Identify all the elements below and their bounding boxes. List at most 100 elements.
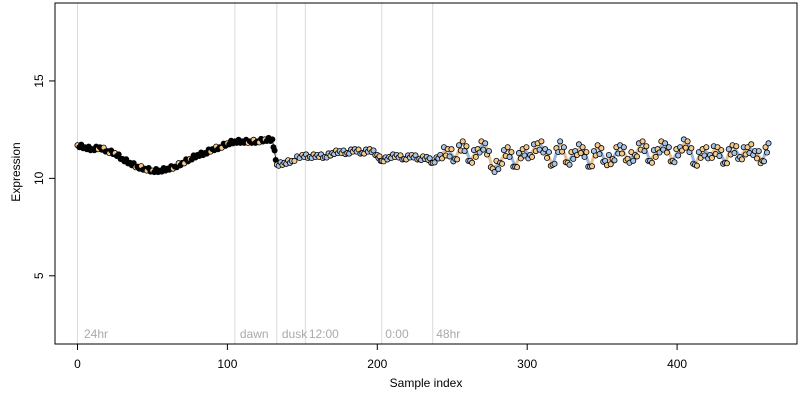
data-point-273	[581, 153, 588, 160]
data-point-215	[472, 153, 479, 160]
data-point-257	[551, 160, 558, 167]
data-point-301	[633, 153, 640, 160]
data-point-104	[269, 136, 276, 143]
data-point-262	[560, 144, 567, 151]
data-point-289	[611, 157, 618, 164]
data-point-345	[716, 152, 723, 159]
data-point-209	[461, 148, 468, 155]
data-point-274	[583, 149, 590, 156]
data-point-267	[570, 155, 577, 162]
annotation-3: 12:00	[309, 327, 339, 341]
data-point-365	[753, 155, 760, 162]
data-point-206	[455, 142, 462, 149]
data-point-254	[545, 149, 552, 156]
data-point-369	[761, 158, 768, 165]
x-axis: 0 100 200 300 400	[74, 343, 687, 371]
y-tick-label-2: 15	[32, 74, 46, 88]
data-point-117	[291, 157, 298, 164]
data-point-372	[765, 140, 772, 147]
data-point-193	[431, 159, 438, 166]
time-annotations: 24hr dawn dusk 12:00 0:00 48hr	[84, 327, 460, 341]
x-tick-label-3: 300	[517, 357, 537, 371]
data-point-210	[463, 143, 470, 150]
data-point-238	[515, 150, 522, 157]
data-point-286	[605, 151, 612, 158]
data-point-321	[671, 159, 678, 166]
data-point-106	[271, 147, 278, 154]
annotation-5: 48hr	[436, 327, 460, 341]
data-point-306	[643, 143, 650, 150]
data-point-357	[738, 156, 745, 163]
data-point-366	[755, 148, 762, 155]
data-point-323	[675, 152, 682, 159]
data-point-233	[506, 153, 513, 160]
data-point-282	[598, 145, 605, 152]
annotation-2: dusk	[282, 327, 308, 341]
data-point-281	[596, 151, 603, 158]
data-point-304	[639, 138, 646, 145]
data-point-208	[459, 138, 466, 145]
y-tick-label-0: 5	[32, 272, 46, 279]
data-point-227	[495, 166, 502, 173]
data-point-309	[648, 159, 655, 166]
data-point-371	[764, 149, 771, 156]
data-point-353	[731, 150, 738, 157]
vertical-reference-lines	[76, 3, 434, 344]
data-point-294	[620, 144, 627, 151]
data-point-201	[446, 153, 453, 160]
data-point-328	[684, 138, 691, 145]
data-point-318	[665, 144, 672, 151]
data-point-245	[529, 153, 536, 160]
data-point-341	[708, 154, 715, 161]
data-point-250	[538, 138, 545, 145]
data-point-293	[618, 150, 625, 157]
annotation-1: dawn	[240, 327, 269, 341]
x-tick-label-4: 400	[667, 357, 687, 371]
y-tick-label-1: 10	[32, 171, 46, 185]
y-axis: 5 10 15	[32, 74, 56, 279]
data-point-333	[693, 162, 700, 169]
data-point-370	[762, 144, 769, 151]
data-point-272	[579, 144, 586, 151]
data-point-242	[523, 144, 530, 151]
data-point-232	[504, 144, 511, 151]
x-tick-label-1: 100	[217, 357, 237, 371]
data-point-107	[272, 156, 279, 163]
data-point-330	[688, 145, 695, 152]
data-point-349	[723, 160, 730, 167]
data-point-271	[577, 150, 584, 157]
data-point-277	[589, 163, 596, 170]
data-point-311	[652, 153, 659, 160]
data-point-253	[544, 154, 551, 161]
annotation-4: 0:00	[385, 327, 409, 341]
x-axis-label: Sample index	[390, 376, 463, 390]
data-point-299	[630, 157, 637, 164]
data-point-327	[682, 144, 689, 151]
y-axis-label: Expression	[9, 142, 23, 201]
x-tick-label-0: 0	[74, 357, 81, 371]
data-point-265	[566, 161, 573, 168]
data-point-260	[557, 138, 564, 145]
data-points	[74, 134, 772, 176]
data-point-229	[499, 160, 506, 167]
data-point-338	[703, 144, 710, 151]
data-point-237	[514, 164, 521, 171]
data-point-220	[482, 140, 489, 147]
x-tick-label-2: 200	[367, 357, 387, 371]
data-point-222	[485, 148, 492, 155]
data-point-202	[448, 146, 455, 153]
data-point-205	[454, 156, 461, 163]
data-point-350	[725, 146, 732, 153]
data-point-316	[662, 140, 669, 147]
data-point-219	[480, 146, 487, 153]
data-point-346	[718, 147, 725, 154]
data-point-287	[607, 161, 614, 168]
annotation-0: 24hr	[84, 327, 108, 341]
data-point-354	[733, 143, 740, 150]
data-point-317	[663, 149, 670, 156]
data-point-362	[748, 141, 755, 148]
data-point-234	[508, 149, 515, 156]
data-point-305	[641, 148, 648, 155]
data-point-213	[469, 159, 476, 166]
